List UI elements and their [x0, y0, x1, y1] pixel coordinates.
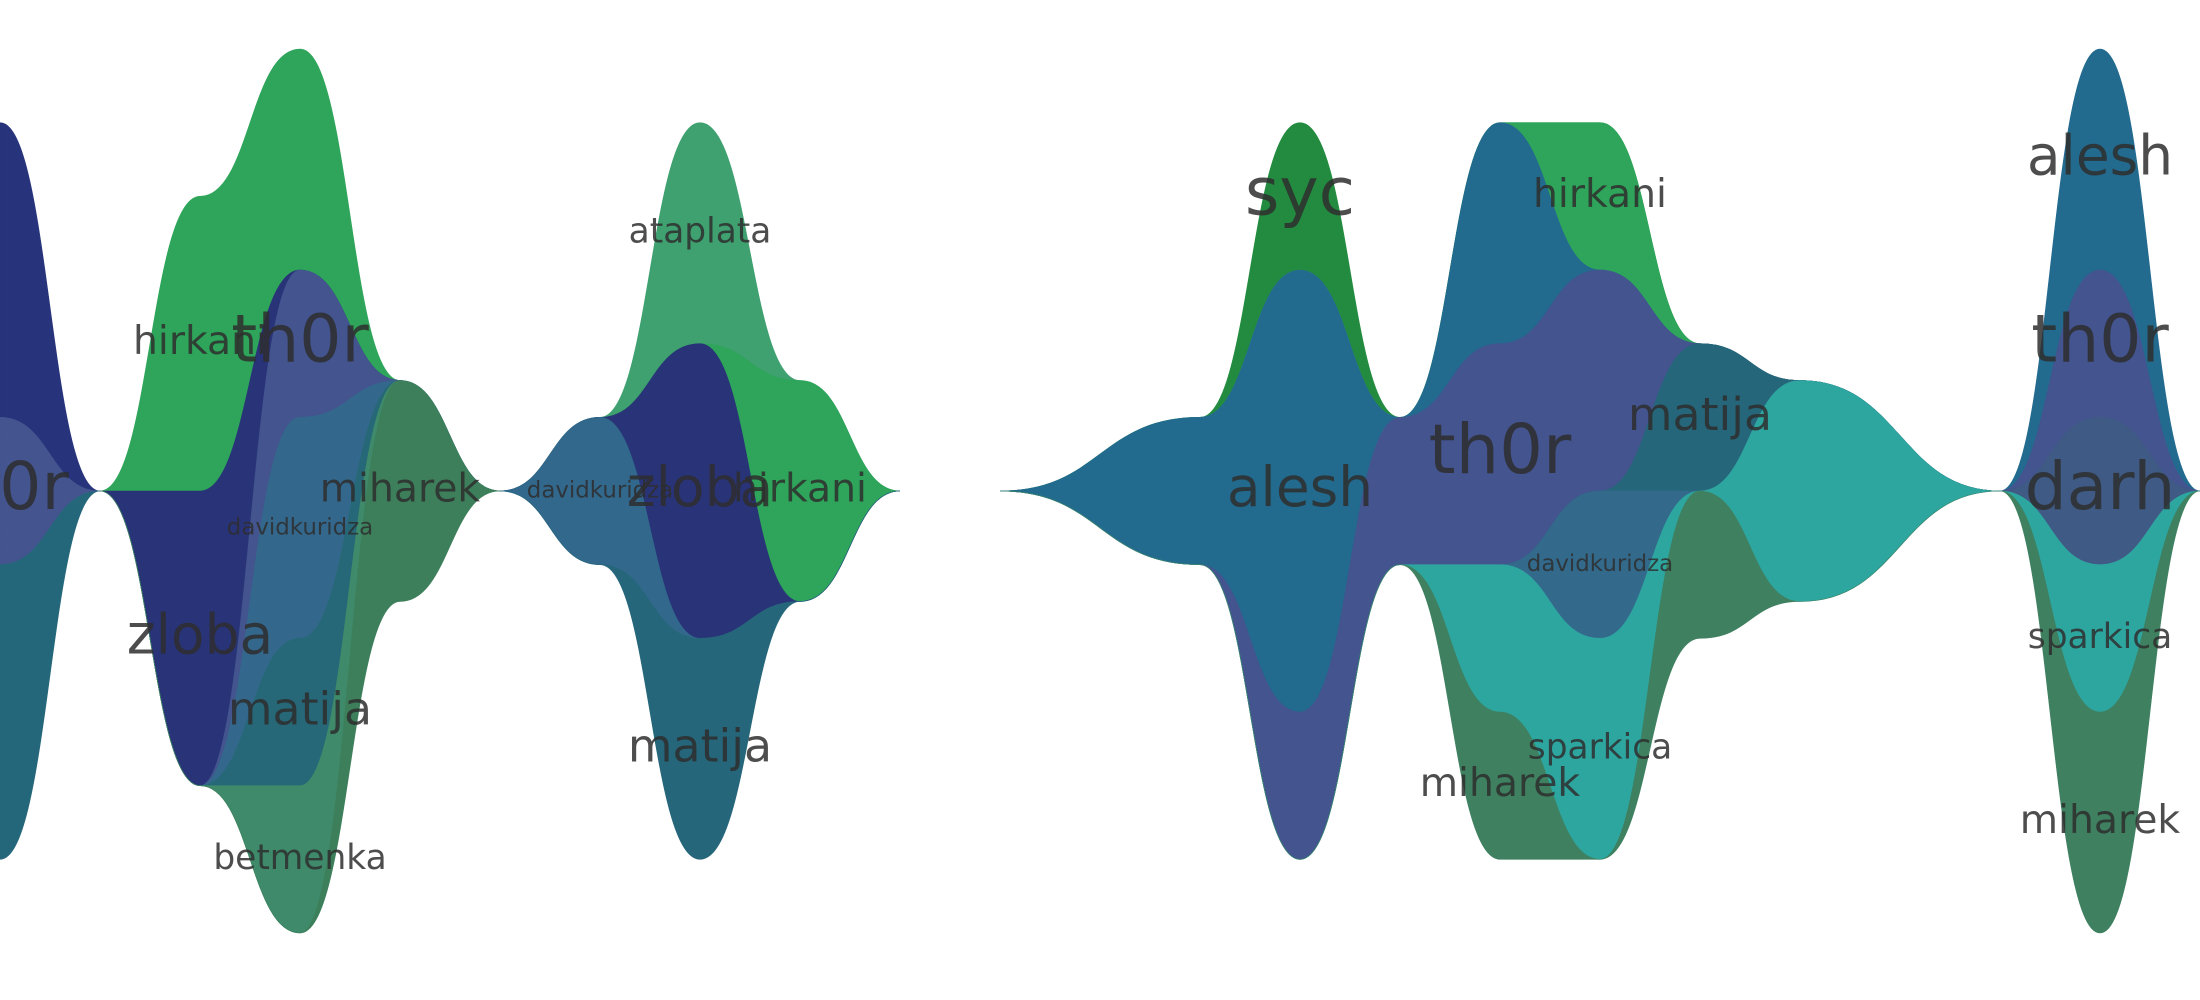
- stream-label: davidkuridza: [1527, 551, 1673, 577]
- stream-layer: [99, 380, 501, 934]
- stream-label: hirkani: [1533, 172, 1667, 217]
- stream-label: ataplata: [629, 212, 772, 252]
- stream-label: matija: [1628, 387, 1772, 441]
- stream-label: sparkica: [1528, 727, 1672, 767]
- stream-label: th0r: [1429, 410, 1572, 490]
- stream-layer: [999, 490, 2001, 860]
- stream-label: alesh: [1227, 455, 1373, 519]
- stream-label: matija: [628, 718, 772, 772]
- stream-label: davidkuridza: [227, 514, 373, 540]
- streams: [0, 48, 2200, 934]
- stream-label: th0r: [2031, 300, 2169, 378]
- labels: th0rhirkanizlobath0rdavidkuridzamatijabe…: [0, 124, 2180, 878]
- stream-label: alesh: [2027, 124, 2173, 188]
- stream-label: zloba: [127, 602, 273, 666]
- stream-label: syc: [1245, 152, 1355, 230]
- stream-label: darh: [2025, 447, 2176, 525]
- stream-layer: [0, 490, 101, 860]
- stream-label: matija: [228, 682, 372, 736]
- stream-label: th0r: [231, 300, 369, 378]
- stream-label: th0r: [0, 447, 69, 525]
- stream-label: miharek: [1420, 761, 1581, 806]
- stream-label: zloba: [627, 455, 773, 519]
- stream-label: hirkani: [733, 467, 867, 512]
- stream-label: miharek: [2020, 798, 2181, 843]
- stream-label: davidkuridza: [527, 478, 673, 504]
- stream-label: miharek: [320, 467, 481, 512]
- stream-label: hirkani: [133, 319, 267, 364]
- stream-layer: [1999, 490, 2200, 934]
- stream-layer: [499, 490, 901, 860]
- stream-label: sparkica: [2028, 617, 2172, 657]
- stream-label: betmenka: [213, 838, 386, 878]
